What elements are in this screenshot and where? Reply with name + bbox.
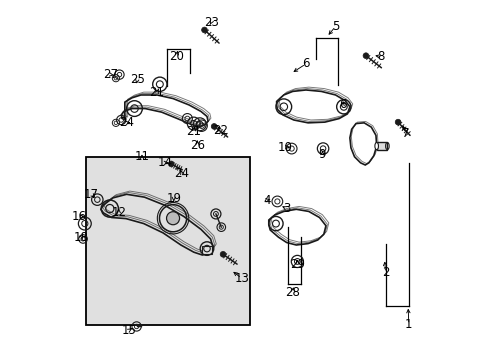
- Text: 9: 9: [318, 148, 325, 161]
- Circle shape: [166, 212, 179, 225]
- Text: 28: 28: [285, 286, 300, 299]
- Text: 24: 24: [174, 167, 189, 180]
- Text: 29: 29: [289, 258, 304, 271]
- Text: 6: 6: [338, 99, 346, 112]
- Text: 3: 3: [283, 202, 290, 215]
- Text: 13: 13: [234, 272, 248, 285]
- Text: 11: 11: [134, 150, 149, 163]
- Text: 4: 4: [263, 194, 270, 207]
- Text: 10: 10: [277, 141, 292, 154]
- Text: 27: 27: [103, 68, 118, 81]
- Text: 21: 21: [149, 86, 164, 99]
- Text: 26: 26: [189, 139, 204, 152]
- Circle shape: [363, 53, 368, 59]
- Text: 1: 1: [404, 318, 412, 331]
- Text: 22: 22: [212, 124, 227, 137]
- Text: 16: 16: [72, 210, 87, 223]
- Text: 15: 15: [122, 324, 137, 337]
- Text: 5: 5: [331, 20, 339, 33]
- Text: 25: 25: [130, 73, 144, 86]
- Text: 7: 7: [402, 127, 409, 140]
- Circle shape: [211, 123, 217, 129]
- Bar: [376, 143, 386, 150]
- Text: 8: 8: [377, 50, 384, 63]
- Text: 19: 19: [166, 192, 181, 205]
- Text: 12: 12: [111, 206, 126, 219]
- Text: 20: 20: [169, 50, 183, 63]
- Circle shape: [201, 27, 207, 33]
- Text: 17: 17: [84, 188, 99, 201]
- Text: 24: 24: [119, 116, 134, 129]
- Circle shape: [220, 251, 225, 257]
- Bar: [202, 246, 212, 254]
- Text: 18: 18: [73, 231, 88, 244]
- Ellipse shape: [374, 143, 378, 150]
- Text: 23: 23: [203, 15, 218, 28]
- Circle shape: [394, 119, 400, 125]
- Text: 2: 2: [381, 266, 388, 279]
- Text: 14: 14: [157, 156, 172, 169]
- Text: 21: 21: [186, 125, 201, 138]
- FancyBboxPatch shape: [85, 157, 249, 325]
- Circle shape: [168, 161, 174, 167]
- Text: 6: 6: [302, 57, 309, 71]
